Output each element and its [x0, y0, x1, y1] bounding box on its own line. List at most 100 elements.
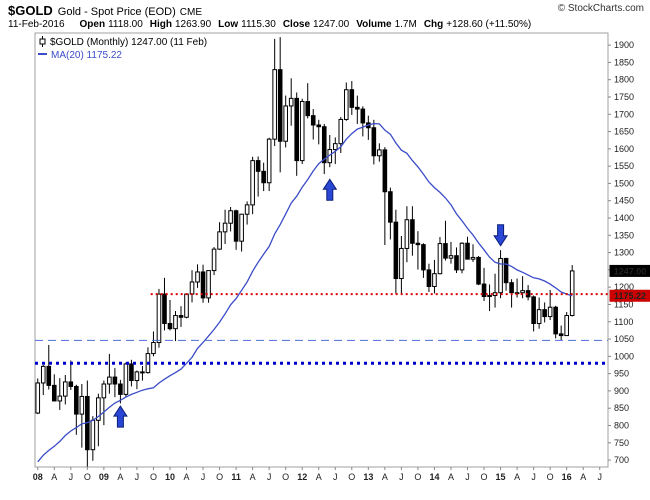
- candle-body: [118, 383, 123, 395]
- candle: [388, 187, 393, 240]
- candle-body: [509, 282, 514, 294]
- candle-body: [173, 315, 178, 330]
- candle: [68, 360, 74, 390]
- y-axis-label: 700: [614, 455, 629, 465]
- x-axis-label: O: [150, 472, 157, 482]
- candle: [459, 242, 465, 274]
- y-axis-label: 1500: [614, 178, 634, 188]
- x-axis-label: J: [399, 472, 404, 482]
- candle: [123, 362, 129, 398]
- candle: [118, 379, 123, 404]
- candle: [343, 82, 349, 121]
- quote-stat-value: 1263.90: [174, 19, 212, 30]
- y-axis-label: 1050: [614, 334, 634, 344]
- ma-legend: MA(20) 1175.22: [51, 50, 122, 61]
- series-legend: $GOLD (Monthly) 1247.00 (11 Feb): [50, 37, 208, 48]
- candle-body: [51, 384, 57, 402]
- candle: [443, 220, 448, 261]
- candle: [355, 95, 360, 124]
- x-axis-label: J: [597, 472, 602, 482]
- y-axis-label: 1700: [614, 109, 634, 119]
- candle-body: [239, 213, 244, 242]
- candle-body: [178, 315, 184, 318]
- y-axis-label: 1350: [614, 230, 634, 240]
- candle: [294, 92, 300, 176]
- candle: [134, 370, 140, 390]
- x-axis-label: 10: [165, 472, 175, 482]
- quote-stat-label: Low: [218, 19, 239, 30]
- y-axis-label: 1450: [614, 196, 634, 206]
- candle-body: [68, 381, 74, 387]
- candle: [173, 311, 178, 342]
- candle: [283, 95, 288, 148]
- quote-stat-value: 1.7M: [394, 19, 417, 30]
- candle: [299, 98, 305, 165]
- candle-body: [63, 381, 68, 397]
- ma-line-icon: [38, 53, 47, 55]
- candle: [184, 293, 189, 319]
- y-axis-label: 1200: [614, 282, 634, 292]
- candle-body: [564, 315, 569, 337]
- candle: [421, 243, 426, 278]
- candle-body: [503, 257, 509, 284]
- candle: [564, 312, 569, 337]
- candle-body: [459, 242, 465, 271]
- candle-body: [382, 149, 388, 193]
- candle: [465, 236, 470, 260]
- candle-body: [349, 89, 355, 108]
- candle-body: [244, 204, 250, 215]
- candle: [74, 384, 79, 435]
- y-axis-label: 1100: [614, 317, 633, 327]
- candle: [476, 256, 481, 286]
- candle: [470, 244, 476, 262]
- candle: [360, 106, 366, 137]
- x-axis-label: A: [580, 472, 586, 482]
- candle: [156, 288, 162, 348]
- candle: [382, 147, 388, 245]
- y-axis-label: 850: [614, 403, 629, 413]
- candle: [101, 380, 107, 426]
- candle-body: [112, 376, 118, 385]
- up-arrow-icon: [112, 405, 128, 428]
- candle-body: [437, 243, 443, 275]
- candle: [454, 247, 459, 273]
- y-axis-label: 1800: [614, 75, 634, 85]
- candle: [377, 143, 382, 162]
- chart-legend: $GOLD (Monthly) 1247.00 (11 Feb) MA(20) …: [38, 36, 207, 62]
- candle-body: [410, 219, 415, 244]
- candle-body: [355, 106, 360, 110]
- ma-price-label: 1175.22: [614, 291, 646, 301]
- y-axis-label: 1000: [614, 351, 634, 361]
- candle: [107, 353, 112, 394]
- x-axis-label: A: [250, 472, 256, 482]
- quote-stat-label: Volume: [356, 19, 392, 30]
- candle-body: [288, 97, 294, 107]
- ma20-line: [37, 122, 573, 463]
- x-axis-label: 16: [562, 472, 572, 482]
- candle-body: [211, 248, 217, 272]
- candle-body: [476, 256, 481, 285]
- candle-body: [79, 395, 85, 415]
- candle: [415, 231, 421, 270]
- candle: [531, 295, 536, 332]
- candle: [558, 325, 564, 341]
- candle: [547, 289, 553, 321]
- candle: [321, 123, 327, 175]
- x-axis-label: O: [216, 472, 223, 482]
- y-axis-label: 1150: [614, 299, 633, 309]
- candle: [399, 235, 404, 295]
- candle-body: [40, 365, 46, 384]
- candle: [167, 299, 173, 331]
- y-axis-label: 750: [614, 438, 629, 448]
- x-axis-label: A: [51, 472, 57, 482]
- candle-body: [377, 149, 382, 157]
- candle-body: [360, 108, 366, 124]
- candle-body: [228, 210, 233, 224]
- candle: [222, 209, 228, 244]
- candle: [277, 37, 283, 173]
- quote-stat-value: 1115.30: [241, 19, 276, 30]
- candle: [63, 375, 68, 405]
- candlestick-icon: [39, 36, 46, 47]
- y-axis-label: 1900: [614, 40, 634, 50]
